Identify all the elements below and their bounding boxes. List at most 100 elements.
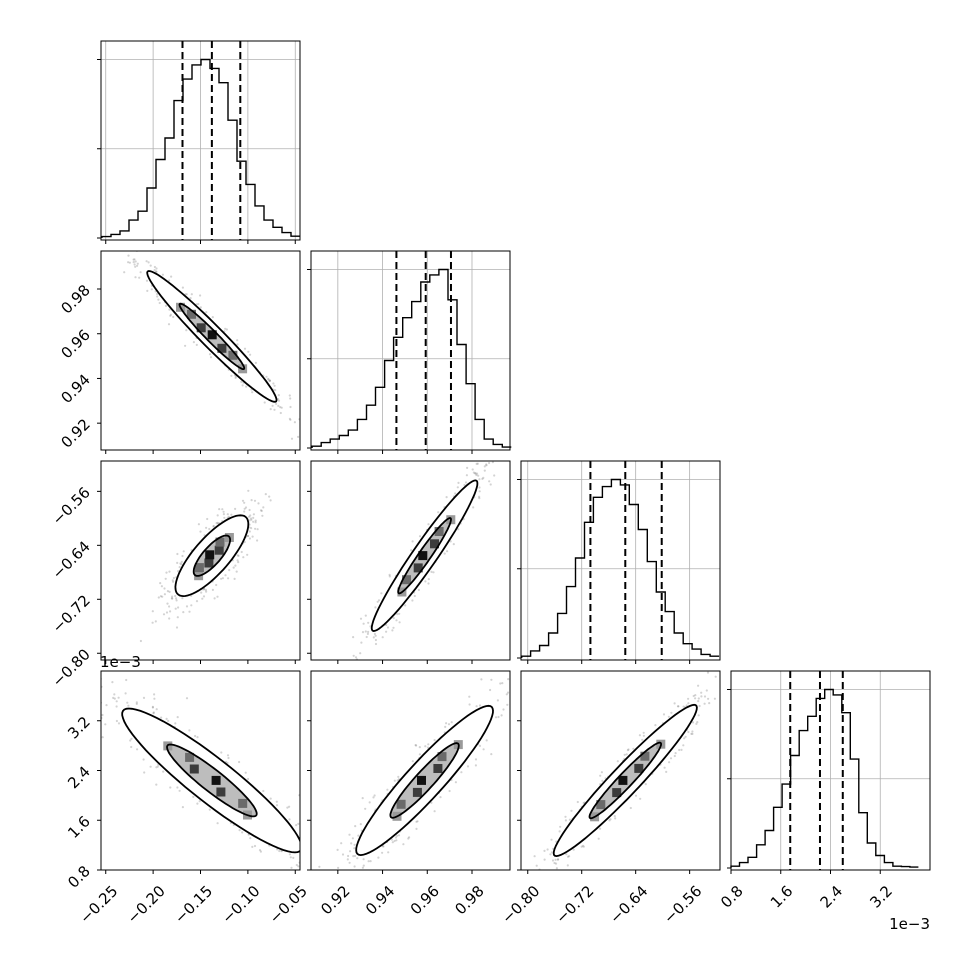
- scatter-point: [155, 270, 158, 273]
- scatter-point: [517, 878, 519, 880]
- scatter-point: [168, 570, 171, 573]
- scatter-point: [317, 852, 319, 854]
- scatter-point: [468, 703, 471, 706]
- scatter-point: [263, 401, 266, 404]
- scatter-point: [485, 739, 488, 742]
- scatter-point: [289, 405, 292, 409]
- scatter-point: [273, 384, 276, 387]
- scatter-point: [199, 306, 202, 309]
- scatter-point: [395, 619, 398, 622]
- scatter-point: [490, 753, 493, 756]
- scatter-point: [452, 543, 455, 546]
- scatter-point: [234, 507, 237, 510]
- scatter-point: [300, 824, 302, 826]
- x-tick-label: −0.56: [660, 882, 705, 927]
- scatter-point: [155, 270, 158, 273]
- scatter-point: [253, 844, 257, 848]
- scatter-point: [278, 849, 281, 853]
- scatter-point: [234, 564, 237, 567]
- scatter-point: [154, 620, 157, 623]
- pair-panel-2-1: [307, 459, 511, 686]
- density-block: [437, 752, 447, 762]
- scatter-point: [204, 588, 207, 592]
- scatter-point: [182, 611, 185, 614]
- y-tick-label: 0.98: [57, 281, 93, 317]
- scatter-point: [177, 606, 180, 609]
- scatter-point: [601, 779, 604, 783]
- scatter-point: [534, 663, 536, 665]
- scatter-point: [392, 626, 395, 629]
- scatter-point: [550, 838, 553, 841]
- scatter-point: [524, 875, 526, 877]
- scatter-point: [257, 502, 260, 505]
- scatter-point: [687, 697, 690, 700]
- scatter-point: [230, 513, 233, 516]
- scatter-point: [372, 636, 375, 639]
- scatter-point: [707, 697, 710, 700]
- scatter-point: [211, 316, 214, 319]
- scatter-point: [167, 719, 170, 723]
- scatter-point: [364, 614, 367, 617]
- density-block: [412, 787, 422, 797]
- scatter-point: [225, 328, 228, 331]
- scatter-point: [182, 550, 185, 553]
- scatter-point: [474, 758, 478, 761]
- scatter-point: [554, 870, 556, 872]
- scatter-point: [166, 590, 169, 593]
- scatter-point: [261, 514, 264, 517]
- scatter-point: [227, 756, 230, 760]
- scatter-point: [354, 825, 357, 828]
- scatter-point: [98, 696, 100, 698]
- scatter-point: [216, 595, 219, 598]
- x-tick-label: −0.72: [552, 882, 597, 927]
- scatter-point: [146, 289, 149, 292]
- scatter-point: [377, 599, 381, 602]
- scatter-point: [249, 517, 253, 520]
- scatter-point: [268, 495, 271, 498]
- scatter-point: [721, 668, 723, 670]
- scatter-point: [667, 715, 671, 718]
- scatter-point: [162, 613, 166, 616]
- scatter-point: [613, 815, 616, 818]
- density-block: [418, 551, 428, 561]
- density-block: [205, 550, 215, 560]
- scatter-point: [170, 275, 173, 278]
- scatter-point: [335, 666, 337, 668]
- scatter-point: [381, 636, 384, 639]
- scatter-point: [361, 666, 363, 668]
- scatter-point: [244, 506, 248, 509]
- scatter-point: [385, 630, 388, 633]
- scatter-point: [713, 697, 717, 700]
- density-block: [612, 788, 622, 798]
- scatter-point: [185, 605, 189, 608]
- scatter-point: [682, 744, 685, 747]
- scatter-point: [221, 508, 224, 511]
- scatter-point: [293, 421, 296, 424]
- scatter-point: [505, 693, 508, 696]
- scatter-point: [153, 693, 156, 696]
- scatter-point: [188, 729, 191, 732]
- scatter-point: [705, 689, 708, 692]
- scatter-point: [111, 681, 114, 684]
- scatter-point: [248, 515, 251, 518]
- scatter-point: [325, 684, 327, 686]
- scatter-point: [572, 848, 575, 851]
- scatter-point: [243, 507, 246, 510]
- scatter-point: [481, 459, 483, 461]
- scatter-point: [377, 856, 380, 859]
- scatter-point: [673, 702, 676, 705]
- scatter-point: [256, 528, 259, 531]
- scatter-point: [190, 293, 193, 296]
- pair-panel-content: [83, 677, 319, 869]
- scatter-point: [456, 486, 459, 489]
- scatter-point: [307, 857, 309, 859]
- scatter-point: [464, 481, 468, 484]
- contour-2sigma: [370, 479, 479, 633]
- scatter-point: [130, 737, 133, 740]
- pair-panel-1-0: [97, 250, 301, 454]
- scatter-point: [83, 697, 85, 699]
- scatter-point: [599, 774, 602, 777]
- scatter-point: [205, 590, 208, 593]
- density-block: [434, 527, 444, 536]
- scatter-point: [206, 517, 209, 521]
